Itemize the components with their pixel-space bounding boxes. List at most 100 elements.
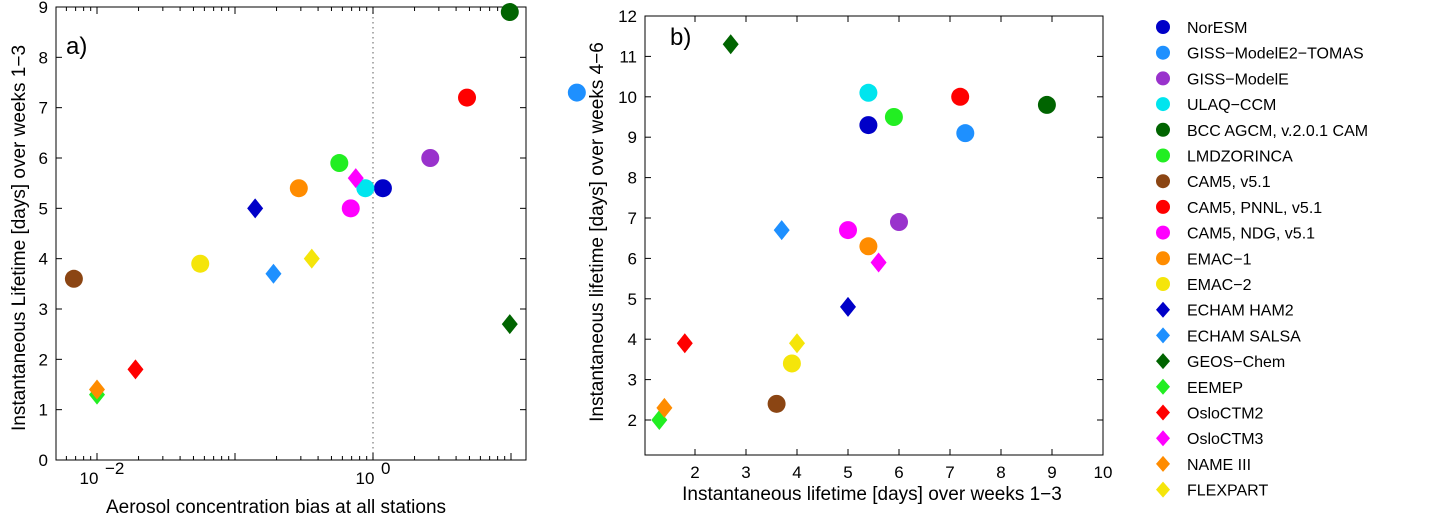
panel-a-point-cam5-v5-1 [64, 269, 83, 288]
panel-a-point-ulaq-ccm [356, 179, 375, 198]
panel-b-point-noresm [859, 116, 878, 135]
panel-b-point-cam5-ndg-v5-1 [839, 221, 857, 240]
panel-b-point-emac-1 [859, 237, 878, 256]
panel-a-point-name-iii [89, 379, 105, 400]
legend-marker [1156, 404, 1170, 421]
legend-label: CAM5, NDG, v5.1 [1187, 226, 1315, 243]
panel-b-x-tick-label: 4 [792, 463, 801, 482]
legend-label: CAM5, PNNL, v5.1 [1187, 200, 1322, 217]
panel-b-point-giss-modele [890, 213, 908, 232]
legend-label: LMDZORINCA [1187, 149, 1293, 166]
legend-label: ECHAM SALSA [1187, 328, 1301, 345]
legend-item-cam5-ndg-v5-1: CAM5, NDG, v5.1 [1156, 225, 1315, 243]
legend-marker [1156, 301, 1170, 318]
legend-item-lmdzorinca: LMDZORINCA [1156, 148, 1293, 166]
panel-b-point-giss-modele2-tomas [956, 124, 975, 143]
legend-marker [1156, 251, 1170, 266]
legend-item-geos-chem: GEOS−Chem [1156, 353, 1285, 371]
legend-marker [1156, 148, 1170, 163]
panel-a-y-tick-label: 0 [39, 451, 48, 470]
legend-item-giss-modele: GISS−ModelE [1156, 71, 1289, 88]
legend-item-echam-salsa: ECHAM SALSA [1156, 327, 1301, 345]
legend-marker [1156, 45, 1170, 60]
legend-marker [1156, 327, 1170, 344]
legend-label: ECHAM HAM2 [1187, 303, 1294, 320]
legend-marker [1156, 122, 1170, 137]
panel-a-x-tick-label: 10 [80, 469, 99, 488]
legend-label: OsloCTM3 [1187, 431, 1264, 448]
legend-label: GISS−ModelE [1187, 71, 1289, 88]
legend-marker [1156, 353, 1170, 370]
panel-b-point-bcc-agcm-v-2-0-1-cam [1037, 95, 1056, 114]
panel-b-x-tick-label: 6 [894, 463, 903, 482]
panel-a-y-tick-label: 1 [39, 401, 48, 420]
panel-a-y-axis-label: Instantaneous Lifetime [days] over weeks… [9, 45, 30, 431]
panel-b-y-tick-label: 4 [628, 330, 637, 349]
panel-a-point-giss-modele2-tomas [567, 83, 586, 102]
legend-marker [1156, 481, 1170, 498]
legend-label: BCC AGCM, v.2.0.1 CAM [1187, 123, 1368, 140]
legend-marker [1156, 277, 1170, 291]
panel-b-point-cam5-v5-1 [767, 394, 786, 413]
legend-label: OsloCTM2 [1187, 406, 1264, 423]
legend-label: FLEXPART [1187, 483, 1268, 500]
legend-marker [1156, 97, 1170, 112]
panel-a-point-cam5-pnnl-v5-1 [458, 88, 477, 107]
legend-marker [1156, 430, 1170, 447]
legend-label: ULAQ−CCM [1187, 97, 1276, 114]
legend-item-giss-modele2-tomas: GISS−ModelE2−TOMAS [1156, 45, 1364, 63]
panel-b-y-tick-label: 2 [628, 411, 637, 430]
panel-a-point-lmdzorinca [330, 154, 349, 173]
legend-label: EEMEP [1187, 380, 1243, 397]
panel-a-point-bcc-agcm-v-2-0-1-cam [500, 3, 519, 22]
panel-a-x-tick-exponent: −2 [105, 459, 124, 478]
panel-b-y-tick-label: 11 [619, 47, 637, 66]
legend-label: CAM5, v5.1 [1187, 174, 1271, 191]
legend-item-osloctm2: OsloCTM2 [1156, 404, 1264, 423]
panel-a-x-tick-label: 10 [356, 469, 375, 488]
panel-a-y-tick-label: 4 [39, 250, 48, 269]
panel-b-point-geos-chem [722, 34, 739, 55]
panel-a-x-axis-label: Aerosol concentration bias at all statio… [106, 497, 446, 518]
panel-b-y-tick-label: 10 [618, 88, 637, 107]
legend-item-emac-1: EMAC−1 [1156, 251, 1252, 268]
legend-item-cam5-v5-1: CAM5, v5.1 [1156, 174, 1271, 191]
panel-a-label: a) [66, 33, 87, 60]
legend-item-flexpart: FLEXPART [1156, 481, 1268, 500]
panel-b-x-tick-label: 8 [996, 463, 1005, 482]
panel-a-point-flexpart [303, 248, 320, 269]
panel-b-x-axis-label: Instantaneous lifetime [days] over weeks… [682, 484, 1062, 505]
panel-a-y-tick-label: 8 [39, 48, 48, 67]
panel-b-point-cam5-pnnl-v5-1 [951, 87, 970, 106]
legend-item-name-iii: NAME III [1156, 455, 1251, 474]
legend-marker [1156, 174, 1170, 189]
legend-item-osloctm3: OsloCTM3 [1156, 430, 1264, 448]
panel-a-point-emac-1 [289, 179, 308, 198]
panel-a-point-geos-chem [501, 314, 518, 335]
legend-label: NorESM [1187, 20, 1247, 37]
legend-label: NAME III [1187, 457, 1251, 474]
panel-a: a) Aerosol concentration bias at all sta… [9, 0, 586, 518]
legend-label: EMAC−2 [1187, 277, 1252, 294]
panel-b-y-tick-label: 3 [628, 371, 637, 390]
panel-b-point-echam-ham2 [840, 296, 856, 317]
panel-b-point-osloctm2 [676, 333, 693, 354]
legend-marker [1156, 71, 1170, 86]
panel-b-y-axis-label: Instantaneous lifetime [days] over weeks… [587, 42, 608, 422]
panel-b-x-tick-label: 3 [741, 463, 750, 482]
panel-b-y-tick-label: 6 [628, 249, 637, 268]
panel-b-x-tick-label: 9 [1047, 463, 1056, 482]
legend-label: GISS−ModelE2−TOMAS [1187, 46, 1364, 63]
legend-item-cam5-pnnl-v5-1: CAM5, PNNL, v5.1 [1156, 199, 1322, 217]
panel-b-y-tick-label: 9 [628, 128, 637, 147]
panel-b: b) Instantaneous lifetime [days] over we… [587, 7, 1112, 505]
panel-b-point-osloctm3 [870, 252, 887, 273]
panel-b-x-tick-label: 5 [843, 463, 852, 482]
panel-a-point-giss-modele [421, 149, 440, 167]
legend-item-emac-2: EMAC−2 [1156, 277, 1252, 294]
legend-item-bcc-agcm-v-2-0-1-cam: BCC AGCM, v.2.0.1 CAM [1156, 122, 1368, 140]
panel-a-y-tick-label: 6 [39, 149, 48, 168]
panel-a-y-tick-label: 9 [39, 0, 48, 17]
legend-item-ulaq-ccm: ULAQ−CCM [1156, 97, 1276, 114]
panel-a-y-tick-label: 7 [39, 99, 48, 118]
